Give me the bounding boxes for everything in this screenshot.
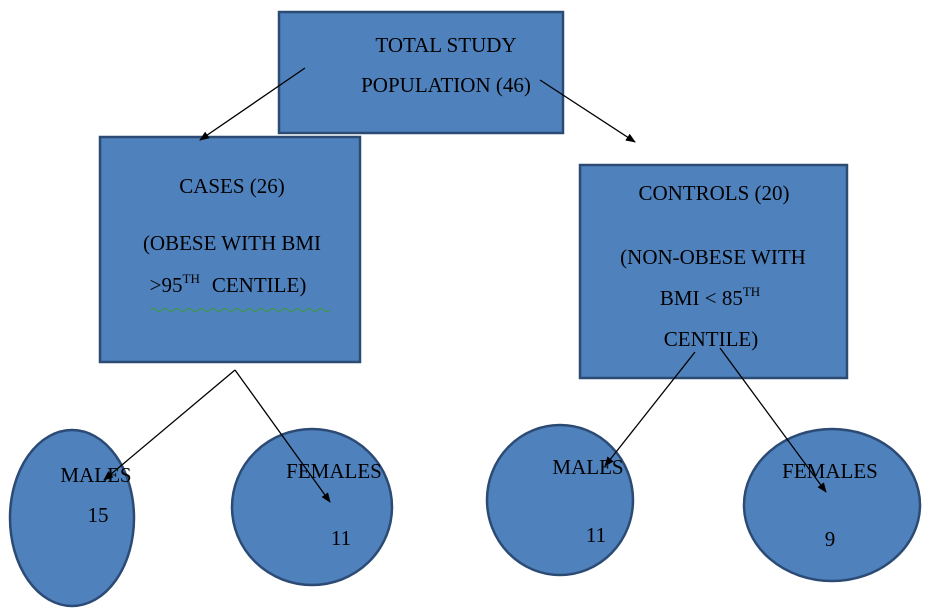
arrow	[103, 369, 236, 481]
ellipse-label: FEMALES	[286, 459, 382, 483]
root-line: TOTAL STUDY	[375, 33, 516, 57]
controls-title: CONTROLS (20)	[638, 181, 789, 205]
females-cases-ellipse	[230, 427, 394, 587]
arrow	[604, 351, 696, 467]
arrow	[234, 369, 331, 503]
root-box	[277, 10, 565, 135]
controls-box	[578, 163, 849, 380]
ellipse-count: 11	[331, 526, 351, 550]
cases-title: CASES (26)	[179, 174, 285, 198]
ellipse-count: 11	[586, 523, 606, 547]
controls-line: BMI < 85TH	[660, 284, 760, 310]
cases-line: (OBESE WITH BMI	[143, 231, 321, 255]
arrow	[719, 347, 827, 493]
cases-box	[98, 135, 362, 364]
controls-line: (NON-OBESE WITH	[620, 245, 806, 269]
females-controls-ellipse	[742, 427, 922, 583]
cases-line-text: CENTILE)	[212, 273, 306, 297]
cases-line-text: >95	[150, 273, 183, 297]
superscript: TH	[183, 271, 200, 286]
arrow	[199, 67, 306, 141]
arrow	[539, 79, 636, 143]
cases-line: >95TH CENTILE)	[150, 271, 307, 297]
spellcheck-underline	[149, 308, 331, 312]
root-line: POPULATION (46)	[361, 73, 531, 97]
ellipse-count: 15	[88, 503, 109, 527]
ellipse-count: 9	[825, 527, 836, 551]
controls-line: CENTILE)	[664, 327, 758, 351]
superscript: TH	[743, 284, 760, 299]
ellipse-label: FEMALES	[782, 459, 878, 483]
males-cases-ellipse	[8, 428, 136, 608]
ellipse-label: MALES	[552, 455, 623, 479]
males-controls-ellipse	[485, 423, 635, 577]
controls-line-text: BMI < 85	[660, 286, 743, 310]
